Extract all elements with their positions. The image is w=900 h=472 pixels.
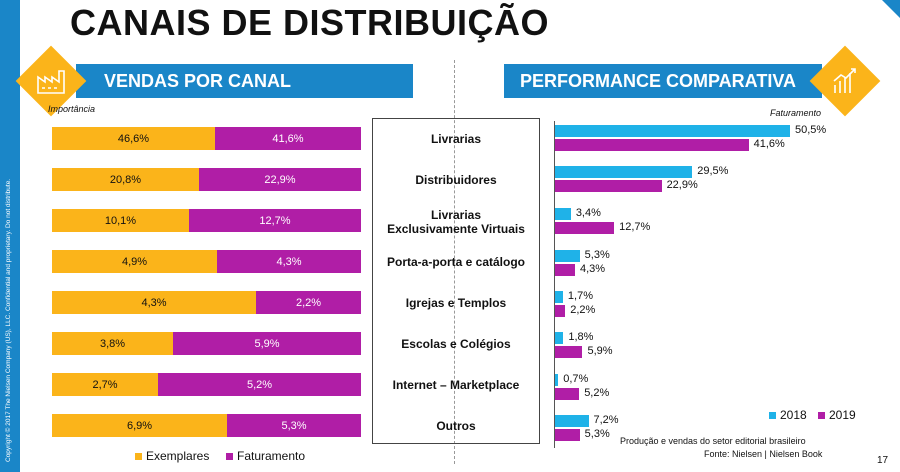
bar-2018: [555, 208, 571, 220]
bar-faturamento: 12,7%: [189, 209, 361, 232]
category-label: Igrejas e Templos: [405, 296, 507, 310]
bar-faturamento: 41,6%: [215, 127, 361, 150]
bar-exemplares: 4,3%: [52, 291, 256, 314]
bar-exemplares: 20,8%: [52, 168, 199, 191]
bar-exemplares: 4,9%: [52, 250, 217, 273]
bar-2019: [555, 429, 580, 441]
bar-faturamento: 4,3%: [217, 250, 361, 273]
page-number: 17: [877, 455, 889, 466]
bar-2018: [555, 125, 790, 137]
bar-faturamento: 22,9%: [199, 168, 361, 191]
legend-swatch-purple: [226, 452, 233, 460]
bar-2018: [555, 332, 564, 344]
bar-2019: [555, 264, 575, 276]
legend-swatch-purple: [818, 411, 825, 419]
left-section-banner: VENDAS POR CANAL: [76, 64, 413, 98]
value-label-2019: 4,3%: [580, 263, 606, 275]
bar-faturamento: 2,2%: [256, 291, 361, 314]
bar-faturamento: 5,2%: [158, 373, 361, 396]
legend-2018: 2018: [769, 408, 807, 422]
page-title: CANAIS DE DISTRIBUIÇÃO: [70, 2, 550, 43]
value-label-2019: 22,9%: [666, 179, 698, 191]
bar-exemplares: 6,9%: [52, 414, 227, 437]
value-label-2018: 7,2%: [593, 414, 619, 426]
source-attribution: Fonte: Nielsen | Nielsen Book: [704, 449, 823, 459]
value-label-2018: 0,7%: [563, 373, 589, 385]
bar-exemplares: 46,6%: [52, 127, 215, 150]
value-label-2019: 5,3%: [584, 428, 610, 440]
value-label-2018: 1,7%: [567, 290, 593, 302]
growth-chart-icon: [833, 68, 856, 93]
legend-faturamento: Faturamento: [226, 449, 305, 463]
value-label-2019: 12,7%: [619, 221, 651, 233]
value-label-2019: 5,9%: [587, 345, 613, 357]
legend-exemplares: Exemplares: [135, 449, 209, 463]
bar-2018: [555, 291, 563, 303]
value-label-2019: 2,2%: [570, 304, 596, 316]
corner-decoration: [882, 0, 900, 18]
copyright-text: Copyright © 2017 The Nielsen Company (US…: [5, 178, 12, 462]
category-label: Distribuidores: [415, 173, 497, 187]
category-label: Outros: [436, 419, 476, 433]
category-label: Internet – Marketplace: [392, 378, 520, 392]
value-label-2018: 50,5%: [795, 124, 827, 136]
factory-icon: [37, 70, 65, 94]
legend-swatch-cyan: [769, 411, 776, 419]
value-label-2018: 29,5%: [697, 165, 729, 177]
legend-swatch-orange: [135, 452, 142, 460]
bar-2019: [555, 139, 749, 151]
side-bar: [0, 0, 20, 472]
bar-2018: [555, 250, 580, 262]
legend-label: Exemplares: [146, 449, 210, 463]
value-label-2018: 5,3%: [584, 249, 610, 261]
category-label: Livrarias: [430, 132, 482, 146]
bar-2018: [555, 415, 589, 427]
category-label: Escolas e Colégios: [401, 337, 511, 351]
bar-exemplares: 3,8%: [52, 332, 173, 355]
category-box: [372, 118, 540, 444]
section-divider: [454, 60, 455, 464]
source-description: Produção e vendas do setor editorial bra…: [620, 436, 806, 446]
right-section-banner: PERFORMANCE COMPARATIVA: [504, 64, 822, 98]
bar-faturamento: 5,9%: [173, 332, 361, 355]
category-label: Porta-a-porta e catálogo: [386, 255, 526, 269]
legend-label: 2019: [829, 408, 856, 422]
bar-exemplares: 2,7%: [52, 373, 158, 396]
legend-2019: 2019: [818, 408, 856, 422]
value-label-2018: 1,8%: [568, 331, 594, 343]
bar-2018: [555, 374, 559, 386]
bar-2019: [555, 180, 662, 192]
legend-label: 2018: [780, 408, 807, 422]
importance-label: Importância: [48, 104, 96, 114]
value-label-2019: 5,2%: [584, 387, 610, 399]
value-label-2018: 3,4%: [575, 207, 601, 219]
bar-faturamento: 5,3%: [227, 414, 361, 437]
bar-exemplares: 10,1%: [52, 209, 189, 232]
revenue-axis-label: Faturamento: [770, 108, 822, 118]
bar-2019: [555, 388, 580, 400]
bar-2019: [555, 346, 583, 358]
right-chart-axis: [554, 121, 555, 448]
bar-2018: [555, 166, 693, 178]
category-label: Livrarias Exclusivamente Virtuais: [387, 208, 525, 236]
bar-2019: [555, 305, 566, 317]
value-label-2019: 41,6%: [753, 138, 785, 150]
bar-2019: [555, 222, 615, 234]
legend-label: Faturamento: [237, 449, 306, 463]
